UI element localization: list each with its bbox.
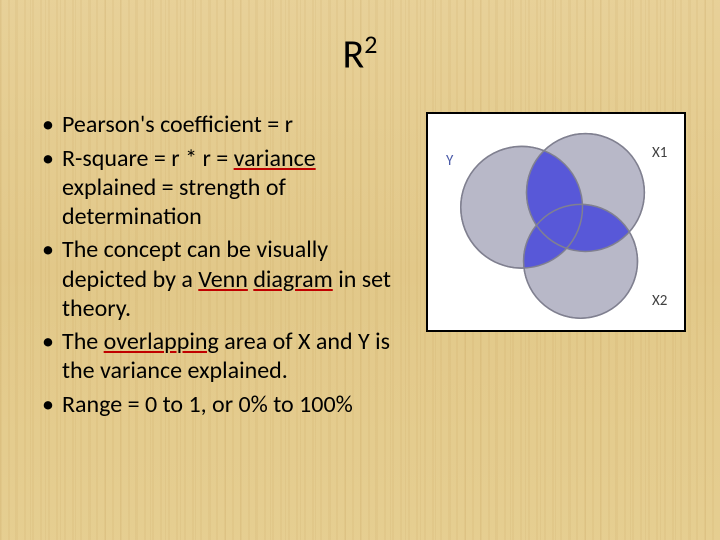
list-item: The overlapping area of X and Y is the v… bbox=[40, 327, 408, 386]
list-item: Range = 0 to 1, or 0% to 100% bbox=[40, 390, 408, 419]
bullet-text-segment: diagram bbox=[253, 265, 332, 294]
list-item: The concept can be visually depicted by … bbox=[40, 235, 408, 323]
list-item: R-square = r * r = variance explained = … bbox=[40, 144, 408, 232]
title-base: R bbox=[343, 29, 365, 78]
bullet-text-segment: overlapping bbox=[104, 327, 219, 356]
venn-label-x1: X1 bbox=[652, 144, 667, 162]
content-row: Pearson's coefficient = r R-square = r * … bbox=[40, 110, 680, 423]
figure-column: Y X1 X2 bbox=[426, 110, 686, 423]
bullet-text-segment: variance bbox=[234, 144, 316, 173]
list-item: Pearson's coefficient = r bbox=[40, 110, 408, 139]
venn-diagram: Y X1 X2 bbox=[426, 112, 686, 332]
bullet-text-segment: explained = strength of determination bbox=[62, 173, 286, 231]
venn-label-x2: X2 bbox=[652, 292, 667, 310]
title-superscript: 2 bbox=[364, 28, 377, 60]
venn-label-y: Y bbox=[446, 152, 453, 170]
bullet-list: Pearson's coefficient = r R-square = r * … bbox=[40, 110, 408, 419]
bullet-text-segment: R-square = r * r = bbox=[62, 144, 234, 173]
text-column: Pearson's coefficient = r R-square = r * … bbox=[40, 110, 408, 423]
bullet-text-segment: Venn bbox=[198, 265, 248, 294]
page-title: R2 bbox=[40, 28, 680, 78]
bullet-text-segment: The bbox=[62, 327, 104, 356]
bullet-text-segment: Range = 0 to 1, or 0% to 100% bbox=[62, 390, 353, 419]
slide: R2 Pearson's coefficient = r R-square = r… bbox=[0, 0, 720, 540]
venn-svg bbox=[428, 114, 684, 330]
bullet-text-segment: Pearson's coefficient = r bbox=[62, 110, 293, 139]
